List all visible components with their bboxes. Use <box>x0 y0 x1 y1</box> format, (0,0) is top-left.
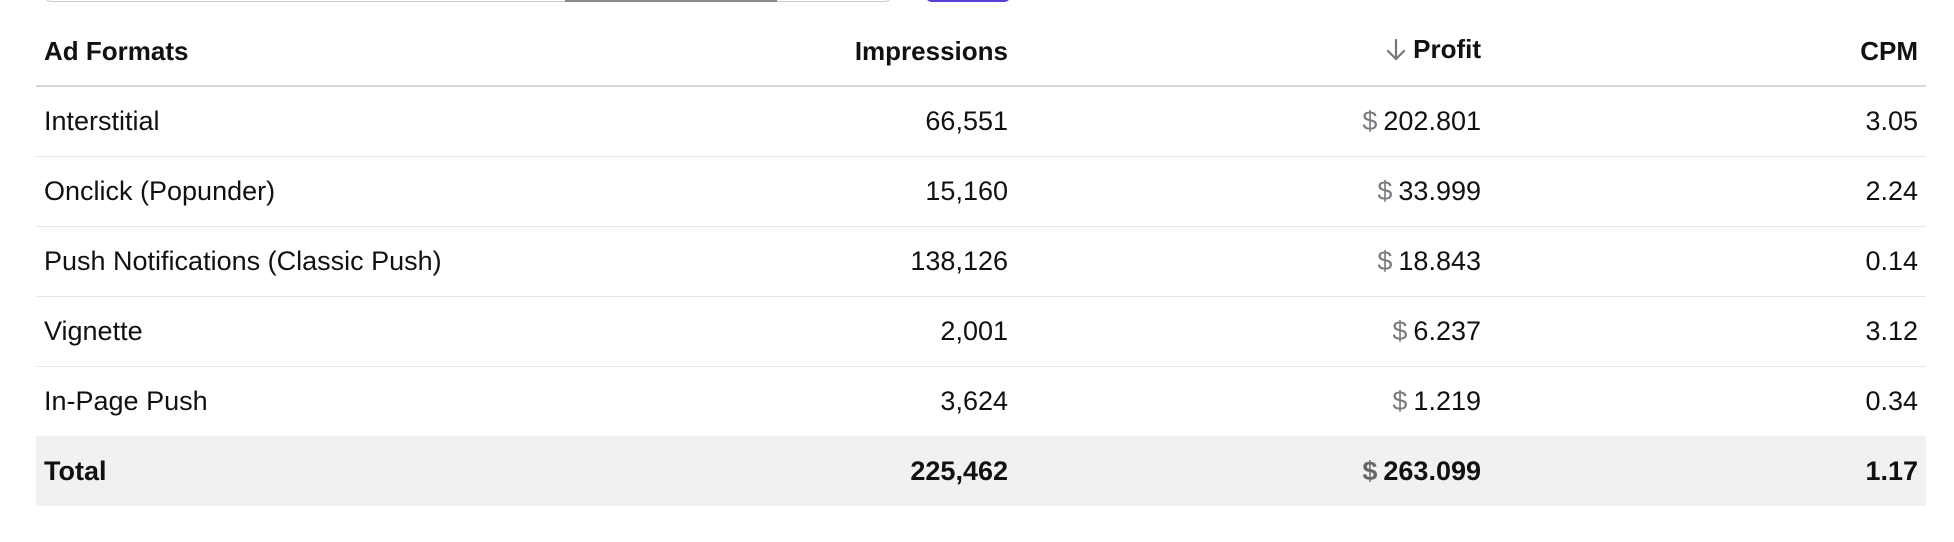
currency-symbol: $ <box>1392 316 1408 346</box>
total-label: Total <box>36 436 596 506</box>
column-header-profit[interactable]: Profit <box>1016 17 1489 87</box>
total-impressions: 225,462 <box>596 436 1016 506</box>
cell-ad-format: Onclick (Popunder) <box>36 156 596 227</box>
filter-input-selection <box>565 0 777 2</box>
table-row: Push Notifications (Classic Push) 138,12… <box>36 226 1926 297</box>
table-header: Ad Formats Impressions Profit CPM <box>36 17 1926 87</box>
table-body: Interstitial 66,551 $202.801 3.05 Onclic… <box>36 86 1926 436</box>
column-header-cpm[interactable]: CPM <box>1489 17 1926 87</box>
cell-impressions: 66,551 <box>596 86 1016 157</box>
cell-cpm: 2.24 <box>1489 156 1926 227</box>
table-row: Vignette 2,001 $6.237 3.12 <box>36 296 1926 367</box>
currency-symbol: $ <box>1377 246 1393 276</box>
profit-value: 263.099 <box>1383 455 1481 486</box>
profit-value: 1.219 <box>1413 386 1481 416</box>
total-row: Total 225,462 $263.099 1.17 <box>36 436 1926 506</box>
arrow-down-icon <box>1385 38 1407 69</box>
profit-value: 18.843 <box>1398 246 1481 276</box>
cell-cpm: 0.34 <box>1865 386 1918 416</box>
currency-symbol: $ <box>1377 176 1393 206</box>
cell-cpm: 0.14 <box>1489 226 1926 297</box>
cell-ad-format: In-Page Push <box>44 386 208 416</box>
cell-ad-format: Interstitial <box>36 86 596 157</box>
cell-impressions: 3,624 <box>940 386 1008 416</box>
cell-profit: $18.843 <box>1016 226 1489 297</box>
cell-profit: $1.219 <box>1016 367 1489 437</box>
column-header-ad-formats[interactable]: Ad Formats <box>36 17 596 87</box>
column-header-impressions[interactable]: Impressions <box>596 17 1016 87</box>
currency-symbol: $ <box>1362 106 1378 136</box>
profit-value: 202.801 <box>1383 106 1481 136</box>
cell-ad-format: Vignette <box>36 296 596 367</box>
apply-button-partial[interactable] <box>925 0 1011 2</box>
currency-symbol: $ <box>1392 386 1408 416</box>
total-profit: $263.099 <box>1016 436 1489 506</box>
cell-profit: $202.801 <box>1016 86 1489 157</box>
cell-impressions: 138,126 <box>596 226 1016 297</box>
total-cpm: 1.17 <box>1489 436 1926 506</box>
ad-formats-table-container: Ad Formats Impressions Profit CPM <box>36 17 1926 506</box>
column-header-label: Ad Formats <box>44 35 189 66</box>
profit-value: 6.237 <box>1413 316 1481 346</box>
table-row: In-Page Push 3,624 $1.219 0.34 <box>36 367 1926 437</box>
cell-profit: $6.237 <box>1016 296 1489 367</box>
cell-impressions: 15,160 <box>596 156 1016 227</box>
column-header-label: Impressions <box>854 35 1008 66</box>
ad-formats-table: Ad Formats Impressions Profit CPM <box>36 17 1926 506</box>
profit-value: 33.999 <box>1398 176 1481 206</box>
column-header-label: CPM <box>1860 35 1918 66</box>
table-footer: Total 225,462 $263.099 1.17 <box>36 436 1926 506</box>
currency-symbol: $ <box>1362 455 1378 486</box>
cell-cpm: 3.12 <box>1489 296 1926 367</box>
cell-profit: $33.999 <box>1016 156 1489 227</box>
column-header-label: Profit <box>1413 33 1481 64</box>
header-row: Ad Formats Impressions Profit CPM <box>36 17 1926 87</box>
cell-impressions: 2,001 <box>596 296 1016 367</box>
cell-cpm: 3.05 <box>1489 86 1926 157</box>
table-row: Interstitial 66,551 $202.801 3.05 <box>36 86 1926 157</box>
cell-ad-format: Push Notifications (Classic Push) <box>36 226 596 297</box>
table-row: Onclick (Popunder) 15,160 $33.999 2.24 <box>36 156 1926 227</box>
